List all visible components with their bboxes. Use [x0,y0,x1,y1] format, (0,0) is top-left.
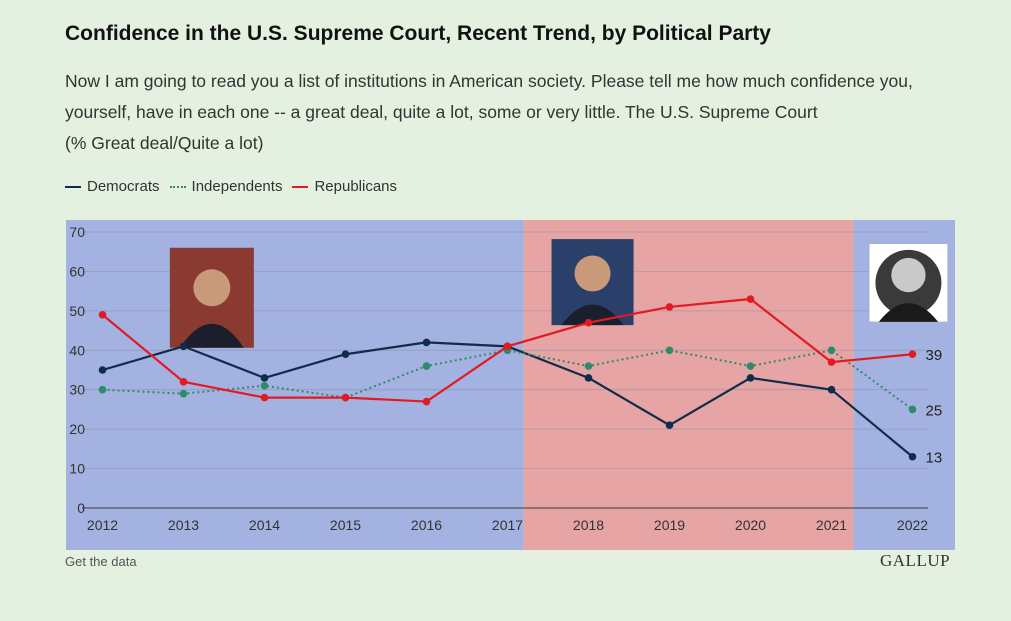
data-point-independents [98,385,107,394]
portrait-shoulders [179,323,244,348]
chart-subtitle: Now I am going to read you a list of ins… [65,66,985,159]
portrait-shoulders [878,303,939,322]
data-point-independents [584,362,593,370]
data-point-republicans [98,311,107,319]
data-point-republicans [908,350,917,359]
data-point-independents [179,389,188,398]
data-point-independents [422,362,431,370]
data-point-republicans [422,397,431,406]
y-tick-label: 40 [69,342,85,358]
chart-legend: Democrats Independents Republicans [65,178,407,195]
x-tick-label: 2021 [816,517,847,533]
x-tick-label: 2013 [168,517,199,533]
chart-title: Confidence in the U.S. Supreme Court, Re… [65,22,771,45]
democratic-era-band [66,220,524,550]
get-the-data-link[interactable]: Get the data [65,554,137,569]
legend-item-republicans: Republicans [292,178,397,195]
portrait-icon [574,255,611,292]
data-point-democrats [341,350,350,359]
subtitle-line: (% Great deal/Quite a lot) [65,133,264,153]
y-tick-label: 20 [69,421,85,437]
data-point-independents [665,346,674,355]
legend-swatch-democrats [65,185,81,188]
data-point-democrats [746,374,755,382]
portrait-icon [193,269,231,307]
legend-label-democrats: Democrats [87,178,160,195]
legend-swatch-independents [169,185,186,188]
gallup-logo: GALLUP [880,551,951,570]
y-tick-label: 50 [69,303,85,319]
x-tick-label: 2014 [249,517,280,533]
y-tick-label: 30 [69,382,85,398]
subtitle-line: yourself, have in each one -- a great de… [65,102,818,122]
y-tick-label: 70 [69,224,85,240]
data-point-democrats [584,374,593,382]
x-tick-label: 2015 [330,517,361,533]
x-tick-label: 2019 [654,517,685,533]
data-point-democrats [827,385,836,394]
legend-swatch-republicans [292,185,309,188]
portrait-icon [891,257,926,293]
data-point-democrats [179,342,188,351]
x-tick-label: 2012 [87,517,118,533]
subtitle-line: Now I am going to read you a list of ins… [65,71,913,91]
data-point-democrats [665,421,674,430]
data-point-republicans [746,295,755,303]
data-point-democrats [260,374,269,382]
series-line-independents [102,349,914,411]
legend-item-democrats: Democrats [65,178,160,195]
data-point-democrats [908,452,917,461]
end-value-label: 13 [926,450,943,467]
legend-label-independents: Independents [191,178,283,195]
data-point-democrats [98,366,107,374]
data-point-republicans [179,378,188,386]
y-tick-label: 0 [77,500,85,516]
x-tick-label: 2020 [735,517,766,533]
data-point-republicans [827,358,836,366]
legend-item-independents: Independents [169,178,283,195]
data-point-independents [260,381,269,390]
data-point-republicans [584,318,593,327]
x-tick-label: 2016 [411,517,442,533]
data-point-independents [908,405,917,414]
data-point-independents [827,346,836,355]
y-tick-label: 10 [69,461,85,477]
legend-label-republicans: Republicans [314,178,398,195]
data-point-republicans [341,393,350,402]
y-tick-label: 60 [69,263,85,279]
x-tick-label: 2017 [492,517,523,533]
data-point-republicans [503,342,512,351]
data-point-democrats [422,338,431,347]
x-tick-label: 2018 [573,517,604,533]
data-point-independents [746,362,755,370]
data-point-republicans [665,303,674,311]
end-value-label: 39 [926,347,943,364]
end-value-label: 25 [926,402,943,419]
data-point-republicans [260,393,269,402]
x-tick-label: 2022 [897,517,928,533]
